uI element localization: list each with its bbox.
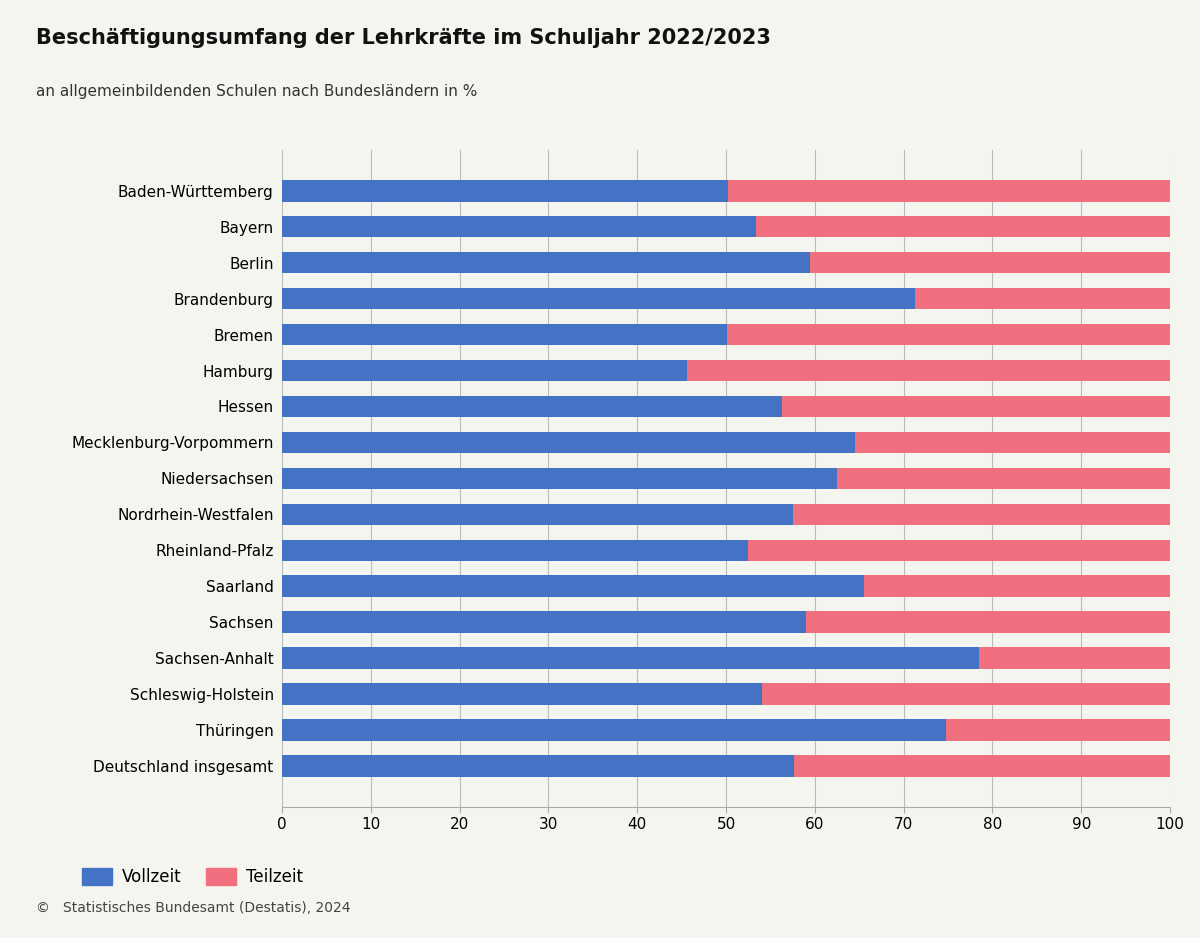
Bar: [947, 719, 1170, 741]
Bar: [854, 431, 1170, 453]
Bar: [686, 359, 1170, 381]
Bar: [282, 576, 864, 598]
Bar: [810, 251, 1170, 273]
Bar: [282, 216, 756, 237]
Bar: [864, 576, 1170, 598]
Bar: [282, 324, 727, 345]
Bar: [979, 647, 1170, 669]
Bar: [282, 684, 762, 705]
Legend: Vollzeit, Teilzeit: Vollzeit, Teilzeit: [82, 868, 304, 885]
Text: an allgemeinbildenden Schulen nach Bundesländern in %: an allgemeinbildenden Schulen nach Bunde…: [36, 84, 478, 99]
Bar: [756, 216, 1170, 237]
Text: ©   Statistisches Bundesamt (Destatis), 2024: © Statistisches Bundesamt (Destatis), 20…: [36, 900, 350, 915]
Bar: [749, 539, 1170, 561]
Bar: [282, 719, 947, 741]
Text: Beschäftigungsumfang der Lehrkräfte im Schuljahr 2022/2023: Beschäftigungsumfang der Lehrkräfte im S…: [36, 28, 770, 48]
Bar: [727, 324, 1170, 345]
Bar: [282, 180, 727, 202]
Bar: [282, 647, 979, 669]
Bar: [282, 251, 810, 273]
Bar: [282, 396, 782, 417]
Bar: [282, 467, 838, 490]
Bar: [727, 180, 1170, 202]
Bar: [794, 755, 1170, 777]
Bar: [838, 467, 1170, 490]
Bar: [282, 359, 686, 381]
Bar: [282, 612, 806, 633]
Bar: [916, 288, 1170, 310]
Bar: [793, 504, 1170, 525]
Bar: [282, 539, 749, 561]
Bar: [282, 288, 916, 310]
Bar: [282, 431, 854, 453]
Bar: [806, 612, 1170, 633]
Bar: [282, 504, 793, 525]
Bar: [282, 755, 794, 777]
Bar: [782, 396, 1170, 417]
Bar: [762, 684, 1170, 705]
